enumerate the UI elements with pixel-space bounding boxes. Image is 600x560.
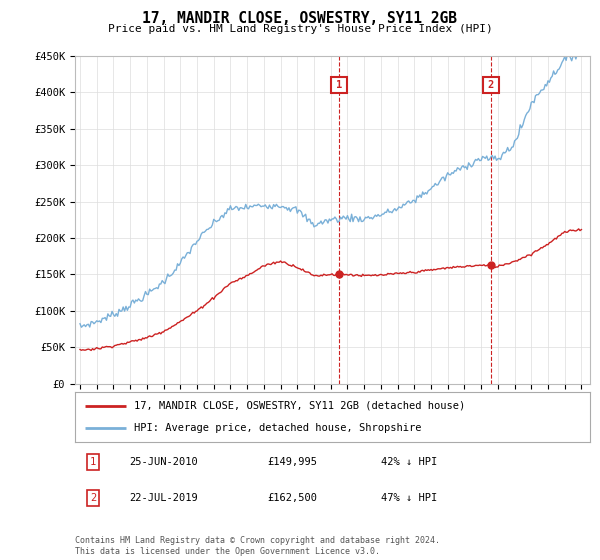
Text: £162,500: £162,500 [267, 493, 317, 503]
Text: Price paid vs. HM Land Registry's House Price Index (HPI): Price paid vs. HM Land Registry's House … [107, 24, 493, 34]
Text: 1: 1 [336, 80, 342, 90]
Text: 17, MANDIR CLOSE, OSWESTRY, SY11 2GB: 17, MANDIR CLOSE, OSWESTRY, SY11 2GB [143, 11, 458, 26]
Text: 22-JUL-2019: 22-JUL-2019 [129, 493, 198, 503]
Text: 2: 2 [488, 80, 494, 90]
Text: 42% ↓ HPI: 42% ↓ HPI [381, 457, 437, 467]
Text: 47% ↓ HPI: 47% ↓ HPI [381, 493, 437, 503]
Text: 25-JUN-2010: 25-JUN-2010 [129, 457, 198, 467]
Text: 17, MANDIR CLOSE, OSWESTRY, SY11 2GB (detached house): 17, MANDIR CLOSE, OSWESTRY, SY11 2GB (de… [134, 400, 466, 410]
Text: HPI: Average price, detached house, Shropshire: HPI: Average price, detached house, Shro… [134, 423, 422, 433]
Text: 1: 1 [90, 457, 96, 467]
Text: Contains HM Land Registry data © Crown copyright and database right 2024.
This d: Contains HM Land Registry data © Crown c… [75, 536, 440, 556]
Text: £149,995: £149,995 [267, 457, 317, 467]
Text: 2: 2 [90, 493, 96, 503]
